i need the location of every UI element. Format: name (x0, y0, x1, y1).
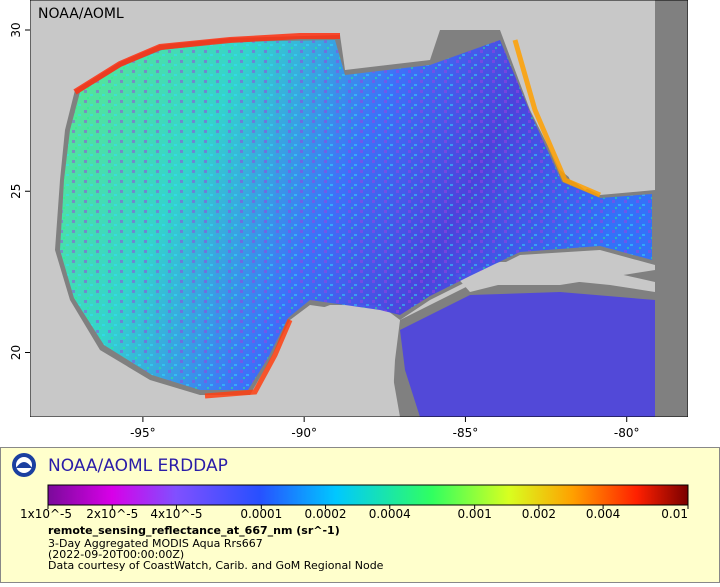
x-tick-label: -90° (291, 426, 317, 440)
colorbar-tick-label: 0.0002 (305, 507, 347, 521)
variable-name: remote_sensing_reflectance_at_667_nm (sr… (48, 524, 340, 537)
noaa-logo (12, 453, 36, 477)
atlantic-water (655, 0, 688, 417)
coastal-high (73, 33, 340, 95)
coastal-high (204, 319, 293, 399)
colorbar-tick-label: 4x10^-5 (150, 507, 202, 521)
reflectance-texture (60, 40, 652, 390)
colorbar-tick-label: 0.0001 (240, 507, 282, 521)
caribbean-field (400, 292, 655, 417)
colorbar-tick-label: 2x10^-5 (86, 507, 138, 521)
florida (500, 30, 625, 190)
caption-line: 3-Day Aggregated MODIS Aqua Rrs667 (48, 537, 263, 550)
colorbar-tick-label: 0.004 (586, 507, 620, 521)
x-tick-label: -95° (130, 426, 156, 440)
cuba (455, 262, 655, 292)
legend-title: NOAA/AOML ERDDAP (48, 456, 228, 476)
colorbar-tick-label: 1x10^-5 (20, 507, 72, 521)
yucatan (290, 305, 400, 417)
colorbar-tick-label: 0.002 (522, 507, 556, 521)
colorbar (47, 484, 689, 506)
y-tick-label: 20 (9, 345, 23, 360)
colorbar-ticks: 1x10^-5 2x10^-5 4x10^-5 0.0001 0.0002 0.0004 0… (20, 505, 689, 521)
y-tick-label: 25 (9, 184, 23, 199)
map-corner-label: NOAA/AOML (38, 6, 124, 22)
coastal-high (512, 39, 601, 198)
colorbar-tick-label: 0.001 (457, 507, 491, 521)
colorbar-tick-label: 0.0004 (369, 507, 411, 521)
caption-line: Data courtesy of CoastWatch, Carib. and … (48, 559, 384, 572)
map-panel (30, 0, 688, 417)
colorbar-tick-label: 0.01 (661, 507, 688, 521)
axes: -95° -90° -85° -80° 20 25 30 (9, 22, 640, 440)
caption-line: (2022-09-20T00:00:00Z) (48, 548, 184, 561)
y-tick-label: 30 (9, 22, 23, 37)
x-tick-label: -85° (453, 426, 479, 440)
x-tick-label: -80° (614, 426, 640, 440)
